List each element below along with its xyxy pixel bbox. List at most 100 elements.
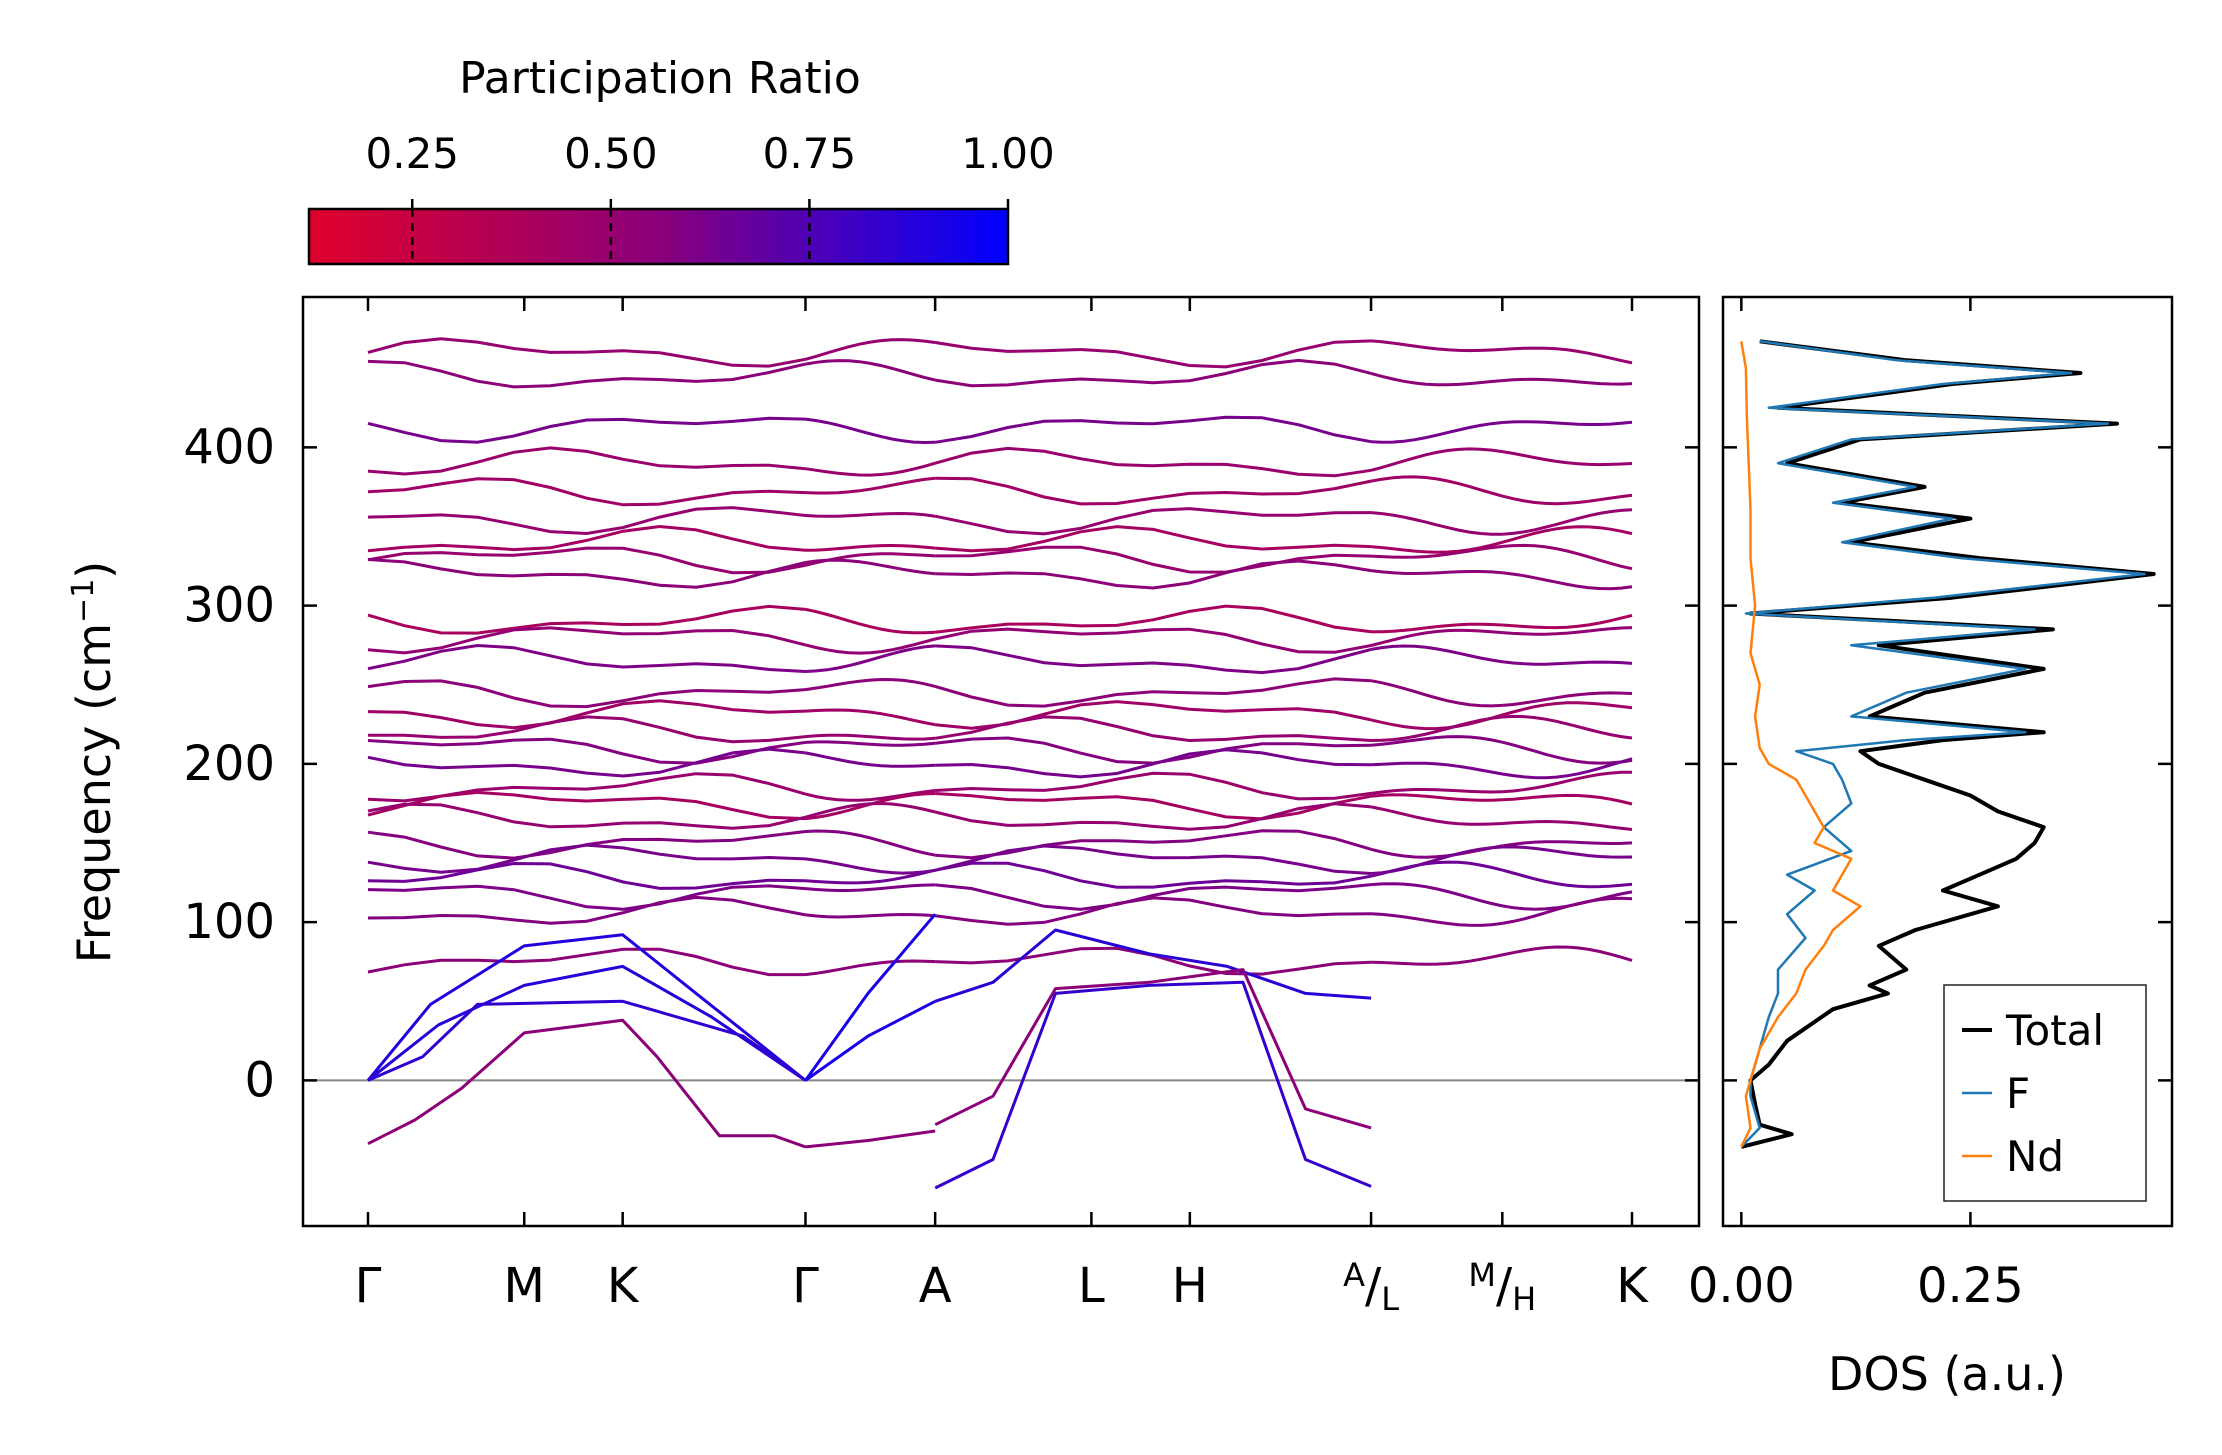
k-point-label: Γ xyxy=(792,1258,819,1314)
y-tick: 300 xyxy=(183,578,1699,634)
phonon-band xyxy=(367,737,806,765)
phonon-band xyxy=(367,884,806,911)
phonon-band xyxy=(1370,511,1503,536)
phonon-band xyxy=(805,607,936,635)
phonon-band xyxy=(805,637,936,655)
phonon-band xyxy=(805,511,936,518)
phonon-band xyxy=(805,829,936,857)
phonon-band xyxy=(935,792,1372,821)
k-point-tick: Γ xyxy=(792,297,819,1314)
y-tick-label: 300 xyxy=(183,578,275,634)
legend-label: Nd xyxy=(2006,1132,2064,1181)
phonon-band xyxy=(367,337,806,368)
colorbar-tick-label: 0.50 xyxy=(564,129,658,178)
dos-series-total xyxy=(1740,339,2156,1149)
phonon-band xyxy=(1502,346,1633,365)
phonon-band xyxy=(935,748,1372,779)
phonon-band xyxy=(805,644,936,673)
phonon-band xyxy=(805,476,936,495)
phonon-band xyxy=(935,883,1372,911)
phonon-band xyxy=(1501,868,1633,889)
phonon-band xyxy=(805,740,936,747)
phonon-band xyxy=(1370,713,1503,731)
phonon-band xyxy=(1370,679,1503,708)
k-point-tick: L xyxy=(1078,297,1105,1314)
phonon-band xyxy=(1370,644,1503,664)
band-plot-frame xyxy=(301,295,1701,1228)
k-point-label: Γ xyxy=(355,1258,382,1314)
phonon-band xyxy=(805,543,936,552)
phonon-branch-acoustic-3 xyxy=(367,999,807,1082)
phonon-band xyxy=(367,524,806,553)
phonon-band xyxy=(1371,761,1503,776)
phonon-band xyxy=(934,844,1372,875)
phonon-band xyxy=(1371,912,1503,927)
dos-legend: Total F Nd xyxy=(1943,984,2147,1202)
k-point-tick: Γ xyxy=(355,297,382,1314)
phonon-band xyxy=(367,679,806,709)
dos-x-tick-label: 0.00 xyxy=(1688,1258,1795,1314)
phonon-band xyxy=(1502,626,1633,636)
phonon-band xyxy=(805,338,936,361)
phonon-band xyxy=(805,868,936,885)
phonon-band xyxy=(934,358,1372,388)
phonon-band xyxy=(367,477,806,507)
colorbar-tick: 0.75 xyxy=(763,129,856,264)
phonon-band xyxy=(367,947,806,977)
phonon-band xyxy=(367,626,806,655)
phonon-branch-soft-gA xyxy=(805,1129,936,1149)
k-point-tick: H xyxy=(1172,297,1208,1314)
phonon-band xyxy=(367,359,806,389)
y-tick: 100 xyxy=(183,894,1699,950)
phonon-branch-acoustic-gA-2 xyxy=(804,999,936,1082)
k-point-tick: A xyxy=(919,297,952,1314)
y-tick-label: 400 xyxy=(183,419,275,475)
y-tick: 0 xyxy=(244,1052,1699,1108)
phonon-band xyxy=(1502,508,1633,536)
y-axis-label: Frequency (cm−1) xyxy=(66,561,121,964)
phonon-band xyxy=(934,446,1372,478)
dos-series-f xyxy=(1740,340,2146,1148)
k-point-label: M/H xyxy=(1468,1256,1536,1318)
phonon-band xyxy=(1502,945,1633,962)
legend-item: F xyxy=(1962,1069,2030,1118)
phonon-band xyxy=(934,861,1372,889)
phonon-band xyxy=(1370,788,1503,795)
phonon-band xyxy=(805,417,936,445)
dos-series-nd xyxy=(1740,341,1862,1148)
legend-item: Nd xyxy=(1962,1132,2064,1181)
phonon-band xyxy=(1502,845,1633,859)
phonon-band xyxy=(367,446,806,476)
phonon-branch-acoustic-1 xyxy=(366,933,807,1082)
k-point-label: M xyxy=(504,1258,545,1314)
phonon-band xyxy=(805,708,936,727)
phonon-band xyxy=(935,829,1372,860)
phonon-band xyxy=(1370,447,1503,472)
colorbar: Participation Ratio 0.25 0.50 0.75 1.00 xyxy=(307,53,1055,266)
phonon-band xyxy=(367,790,806,821)
phonon-band xyxy=(934,339,1372,369)
y-tick-label: 0 xyxy=(244,1052,275,1108)
phonon-band xyxy=(1370,860,1503,878)
phonon-band xyxy=(935,545,1372,574)
phonon-band xyxy=(805,912,936,919)
phonon-band xyxy=(367,861,806,890)
phonon-band xyxy=(805,461,936,477)
phonon-band xyxy=(1370,371,1503,387)
phonon-band xyxy=(934,415,1372,444)
phonon-band xyxy=(367,546,806,575)
y-tick: 400 xyxy=(183,419,1699,475)
phonon-band xyxy=(1370,475,1503,498)
phonon-band xyxy=(935,559,1372,590)
k-point-label: A/L xyxy=(1343,1256,1399,1318)
phonon-band xyxy=(1371,882,1503,908)
k-point-tick: K xyxy=(1616,297,1649,1314)
phonon-band xyxy=(935,946,1372,976)
phonon-band xyxy=(367,699,806,730)
colorbar-tick-label: 0.25 xyxy=(366,129,460,178)
phonon-band xyxy=(1501,525,1633,544)
phonon-band xyxy=(1370,735,1503,747)
phonon-band xyxy=(1502,840,1633,848)
y-tick: 200 xyxy=(183,736,1699,792)
